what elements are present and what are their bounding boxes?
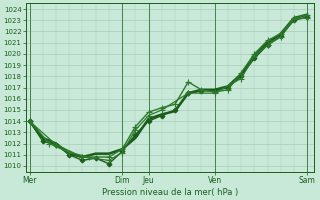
X-axis label: Pression niveau de la mer( hPa ): Pression niveau de la mer( hPa ) [101, 188, 238, 197]
